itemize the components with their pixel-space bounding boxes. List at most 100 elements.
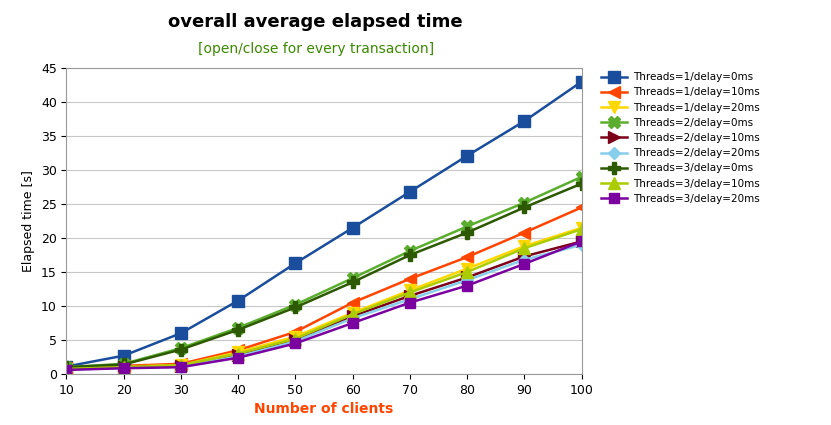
Threads=2/delay=0ms — [347, 275, 357, 281]
Threads=3/delay=20ms — [291, 341, 301, 346]
Threads=3/delay=20ms — [119, 366, 129, 371]
Threads=1/delay=10ms — [577, 205, 587, 210]
Threads=2/delay=0ms — [119, 361, 129, 366]
Threads=1/delay=20ms — [291, 334, 301, 339]
Threads=1/delay=10ms — [347, 300, 357, 305]
Threads=1/delay=0ms — [291, 261, 301, 266]
Threads=3/delay=0ms — [519, 205, 529, 210]
Threads=2/delay=0ms — [462, 224, 472, 229]
Threads=2/delay=20ms — [347, 316, 357, 321]
Threads=2/delay=10ms — [119, 365, 129, 370]
Threads=2/delay=10ms — [462, 275, 472, 280]
Threads=2/delay=20ms — [291, 339, 301, 344]
Threads=3/delay=10ms — [61, 366, 71, 371]
Text: [open/close for every transaction]: [open/close for every transaction] — [198, 42, 434, 57]
Threads=2/delay=10ms — [405, 293, 415, 298]
Threads=3/delay=0ms — [577, 181, 587, 186]
Threads=2/delay=10ms — [347, 314, 357, 319]
Threads=1/delay=20ms — [119, 364, 129, 369]
Threads=1/delay=20ms — [61, 366, 71, 371]
Threads=2/delay=10ms — [291, 337, 301, 343]
Threads=3/delay=10ms — [119, 365, 129, 370]
Line: Threads=1/delay=0ms: Threads=1/delay=0ms — [61, 76, 588, 372]
Threads=3/delay=20ms — [405, 300, 415, 305]
Threads=3/delay=0ms — [347, 280, 357, 285]
Threads=1/delay=20ms — [462, 266, 472, 271]
Threads=2/delay=20ms — [462, 278, 472, 283]
Threads=2/delay=20ms — [119, 366, 129, 371]
Threads=1/delay=10ms — [176, 361, 186, 366]
Threads=3/delay=0ms — [119, 362, 129, 367]
Threads=2/delay=0ms — [61, 365, 71, 370]
Text: overall average elapsed time: overall average elapsed time — [169, 13, 463, 31]
Threads=2/delay=20ms — [61, 367, 71, 372]
Threads=1/delay=20ms — [347, 310, 357, 315]
Threads=3/delay=10ms — [405, 290, 415, 295]
Threads=1/delay=0ms — [119, 353, 129, 358]
Threads=3/delay=0ms — [291, 305, 301, 310]
Threads=1/delay=20ms — [519, 244, 529, 249]
Threads=1/delay=10ms — [462, 255, 472, 260]
Threads=1/delay=10ms — [234, 348, 243, 353]
Line: Threads=2/delay=20ms: Threads=2/delay=20ms — [62, 241, 586, 374]
Threads=1/delay=0ms — [61, 364, 71, 369]
Line: Threads=3/delay=0ms: Threads=3/delay=0ms — [61, 178, 588, 373]
Threads=3/delay=0ms — [234, 327, 243, 332]
Threads=1/delay=20ms — [577, 225, 587, 230]
Threads=3/delay=20ms — [462, 283, 472, 288]
Threads=1/delay=20ms — [234, 350, 243, 355]
Threads=3/delay=20ms — [234, 355, 243, 360]
Threads=2/delay=0ms — [577, 174, 587, 179]
Threads=1/delay=10ms — [61, 366, 71, 371]
Threads=3/delay=10ms — [234, 351, 243, 356]
Threads=1/delay=10ms — [405, 276, 415, 281]
Threads=2/delay=0ms — [291, 302, 301, 307]
Line: Threads=2/delay=10ms: Threads=2/delay=10ms — [61, 236, 588, 375]
Threads=2/delay=0ms — [519, 200, 529, 205]
Threads=2/delay=10ms — [577, 239, 587, 244]
Line: Threads=3/delay=20ms: Threads=3/delay=20ms — [61, 237, 587, 375]
Threads=3/delay=10ms — [462, 269, 472, 275]
Threads=2/delay=20ms — [405, 297, 415, 302]
Threads=3/delay=0ms — [462, 230, 472, 235]
Threads=2/delay=0ms — [176, 346, 186, 351]
Threads=2/delay=20ms — [176, 364, 186, 369]
Threads=1/delay=0ms — [234, 298, 243, 303]
Line: Threads=2/delay=0ms: Threads=2/delay=0ms — [61, 171, 588, 373]
Threads=1/delay=0ms — [462, 153, 472, 158]
Threads=3/delay=20ms — [519, 261, 529, 266]
Threads=2/delay=10ms — [234, 352, 243, 357]
Threads=2/delay=20ms — [234, 354, 243, 359]
Threads=3/delay=20ms — [61, 367, 71, 372]
Threads=3/delay=10ms — [176, 363, 186, 368]
Threads=3/delay=0ms — [176, 347, 186, 352]
Line: Threads=3/delay=10ms: Threads=3/delay=10ms — [61, 224, 588, 374]
Threads=2/delay=10ms — [61, 367, 71, 372]
Threads=1/delay=20ms — [176, 363, 186, 368]
Threads=2/delay=20ms — [519, 257, 529, 262]
Threads=3/delay=0ms — [61, 365, 71, 370]
Threads=3/delay=10ms — [519, 246, 529, 251]
Threads=2/delay=10ms — [519, 254, 529, 259]
Threads=1/delay=10ms — [119, 363, 129, 368]
Threads=1/delay=10ms — [291, 329, 301, 334]
Line: Threads=1/delay=20ms: Threads=1/delay=20ms — [61, 222, 588, 374]
Threads=1/delay=0ms — [405, 189, 415, 194]
Line: Threads=1/delay=10ms: Threads=1/delay=10ms — [61, 202, 588, 374]
Threads=1/delay=0ms — [577, 79, 587, 84]
Threads=3/delay=10ms — [577, 227, 587, 232]
Threads=2/delay=20ms — [577, 242, 587, 247]
Threads=3/delay=10ms — [291, 336, 301, 341]
Threads=3/delay=10ms — [347, 312, 357, 317]
Threads=1/delay=20ms — [405, 288, 415, 293]
Threads=1/delay=0ms — [176, 331, 186, 336]
Threads=3/delay=20ms — [347, 320, 357, 326]
Threads=3/delay=20ms — [577, 239, 587, 244]
Threads=2/delay=0ms — [405, 248, 415, 253]
Threads=3/delay=0ms — [405, 252, 415, 258]
Threads=3/delay=20ms — [176, 365, 186, 370]
Threads=2/delay=10ms — [176, 363, 186, 368]
Threads=2/delay=0ms — [234, 325, 243, 330]
Legend: Threads=1/delay=0ms, Threads=1/delay=10ms, Threads=1/delay=20ms, Threads=2/delay: Threads=1/delay=0ms, Threads=1/delay=10m… — [597, 68, 764, 208]
X-axis label: Number of clients: Number of clients — [254, 402, 394, 416]
